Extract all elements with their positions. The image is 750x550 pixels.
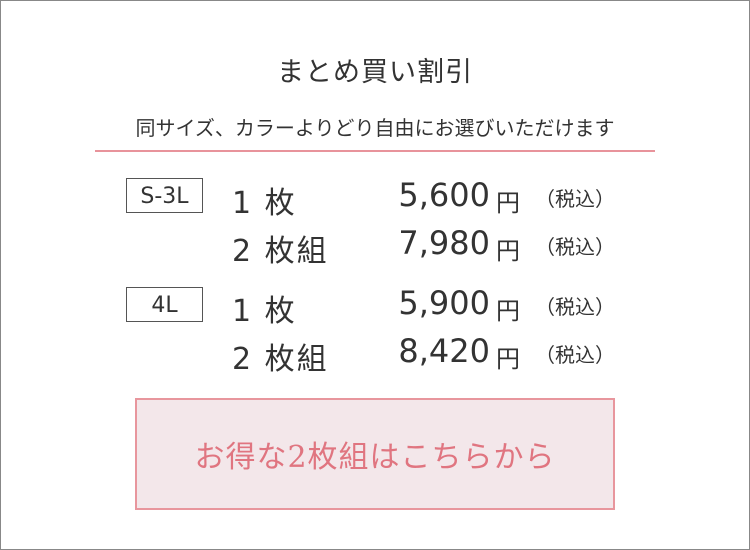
quantity: 2 枚組: [232, 342, 329, 377]
quantity: 1 枚: [232, 294, 297, 329]
yen-unit: 円: [496, 237, 520, 265]
price: 8,420: [398, 332, 490, 370]
yen-unit: 円: [496, 345, 520, 373]
price: 5,900: [398, 284, 490, 322]
tax-note: （税込）: [535, 235, 615, 259]
divider: [95, 150, 655, 152]
price: 7,980: [398, 224, 490, 262]
tax-note: （税込）: [535, 343, 615, 367]
size-label-4l: 4L: [126, 287, 203, 322]
subtitle: 同サイズ、カラーよりどり自由にお選びいただけます: [135, 116, 615, 140]
two-pack-deal-button[interactable]: お得な2枚組はこちらから: [135, 398, 615, 510]
price: 5,600: [398, 176, 490, 214]
size-label-s-3l: S-3L: [126, 178, 203, 213]
tax-note: （税込）: [535, 187, 615, 211]
page-title: まとめ買い割引: [277, 57, 473, 88]
quantity: 1 枚: [232, 186, 297, 221]
tax-note: （税込）: [535, 295, 615, 319]
quantity: 2 枚組: [232, 234, 329, 269]
yen-unit: 円: [496, 189, 520, 217]
yen-unit: 円: [496, 297, 520, 325]
button-label: お得な2枚組はこちらから: [194, 440, 556, 475]
